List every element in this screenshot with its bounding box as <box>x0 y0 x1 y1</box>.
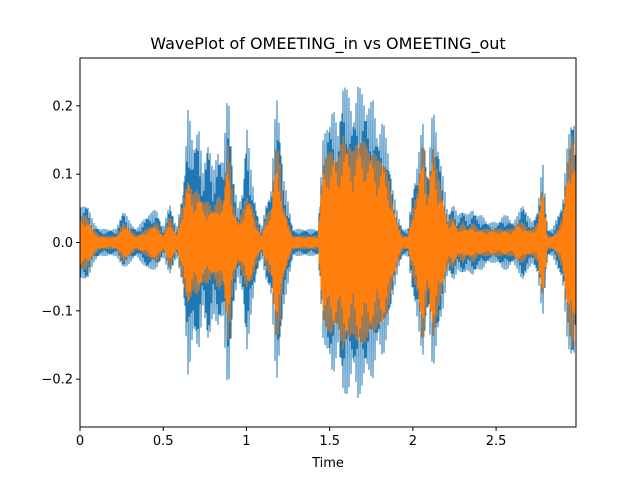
y-tick-label: 0.1 <box>52 168 73 183</box>
x-axis-title: Time <box>311 456 344 471</box>
x-tick-label: 2.5 <box>486 434 507 449</box>
y-tick-label: −0.1 <box>41 304 73 319</box>
series-layer <box>79 86 577 399</box>
x-tick-label: 0.5 <box>153 434 174 449</box>
y-tick-label: −0.2 <box>41 373 73 388</box>
x-tick-label: 1 <box>242 434 250 449</box>
x-tick-label: 2 <box>409 434 417 449</box>
x-tick-label: 1.5 <box>319 434 340 449</box>
x-axis: 0 0.5 1 1.5 2 2.5 <box>76 427 507 449</box>
chart-title: WavePlot of OMEETING_in vs OMEETING_out <box>150 34 505 54</box>
y-tick-label: 0.0 <box>52 236 73 251</box>
y-tick-label: 0.2 <box>52 99 73 114</box>
series-2-waveform <box>79 135 577 350</box>
y-axis: 0.2 0.1 0.0 −0.1 −0.2 <box>41 99 80 388</box>
x-tick-label: 0 <box>76 434 84 449</box>
